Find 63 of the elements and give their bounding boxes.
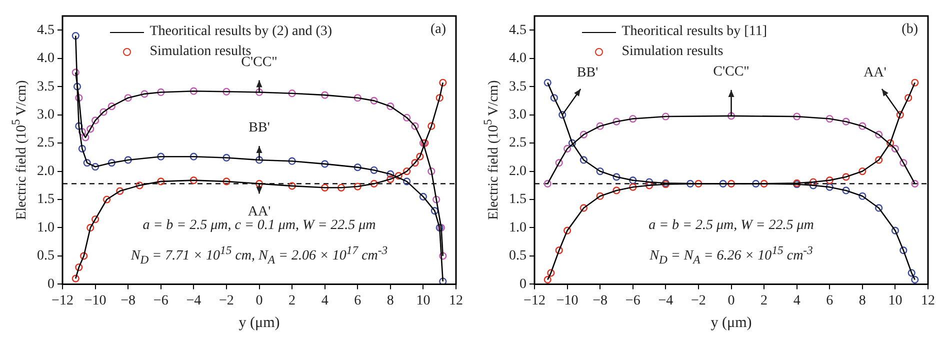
y-tick-label: 4.0 [37,51,54,66]
x-tick-label: 4 [321,293,328,308]
annotation: C'CC" [241,54,278,70]
annotation: AA' [864,65,886,80]
x-tick-label: 6 [826,293,834,308]
x-tick-label: −10 [556,293,578,308]
y-tick-label: 0.5 [509,248,526,264]
annotation: (b) [902,22,918,38]
y-tick-label: 1.5 [509,192,526,208]
y-tick-label: 0 [48,276,54,292]
y-tick-label: 3.5 [509,79,526,94]
x-tick-label: 4 [793,293,800,308]
y-tick-label: 2.0 [509,164,526,179]
x-tick-label: 12 [449,293,463,308]
annotation: AA' [248,204,271,220]
x-tick-label: −2 [219,293,234,308]
x-axis-title: y (μm) [710,314,752,331]
x-tick-label: 8 [858,293,866,308]
y-tick-label: 1.0 [509,220,526,236]
annotation: a = b = 2.5 μm, W = 22.5 μm [648,218,814,234]
x-tick-label: −4 [186,293,202,308]
y-tick-label: 4.5 [509,22,526,38]
y-tick-label: 1.0 [37,220,54,236]
x-tick-label: 2 [288,293,296,308]
y-tick-label: 3.5 [37,79,54,94]
x-tick-label: 2 [760,293,768,308]
legend-label: Theoritical results by [11] [622,23,767,41]
x-tick-label: −6 [153,293,168,308]
x-tick-label: −12 [52,293,74,308]
y-tick-label: 3.0 [509,107,526,122]
x-tick-label: 0 [256,293,263,308]
y-tick-label: 2.5 [37,136,54,151]
x-tick-label: −8 [592,293,608,308]
y-tick-label: 1.5 [37,192,54,208]
annotation: C'CC" [713,64,750,80]
x-tick-label: −2 [691,293,706,308]
annotation: (a) [430,22,446,38]
y-tick-label: 3.0 [37,107,54,122]
annotation: BB' [576,65,598,80]
x-tick-label: 10 [416,293,430,308]
x-tick-label: 10 [888,293,902,308]
x-tick-label: −4 [658,293,674,308]
x-tick-label: 8 [386,293,394,308]
y-tick-label: 2.0 [37,164,54,179]
x-tick-label: 6 [354,293,362,308]
text: N$_{D}$ = 7.71 × 10$^{15}$ cm, N$_{A}$ = 2.06 × 10$^{17}$ cm$^{-3}$ [130,244,388,267]
x-tick-label: −8 [120,293,136,308]
y-tick-label: 2.5 [509,136,526,151]
annotation: a = b = 2.5 μm, c = 0.1 μm, W = 22.5 μm [142,218,376,234]
legend-label: Theoritical results by (2) and (3) [150,23,332,41]
y-tick-label: 4.5 [37,22,54,38]
y-tick-label: 4.0 [509,51,526,66]
x-tick-label: 12 [921,293,935,308]
x-tick-label: −6 [625,293,640,308]
annotation: BB' [248,120,270,136]
x-tick-label: 0 [728,293,735,308]
y-tick-label: 0 [520,276,526,292]
y-tick-label: 0.5 [37,248,54,264]
legend-label: Simulation results [622,43,724,61]
x-axis-title: y (μm) [238,314,280,331]
x-tick-label: −12 [524,293,546,308]
annotation: N$_{D}$ = N$_{A}$ = 6.26 × 10$^{15}$ cm$^{-3}$ [650,244,813,267]
x-tick-label: −10 [84,293,106,308]
